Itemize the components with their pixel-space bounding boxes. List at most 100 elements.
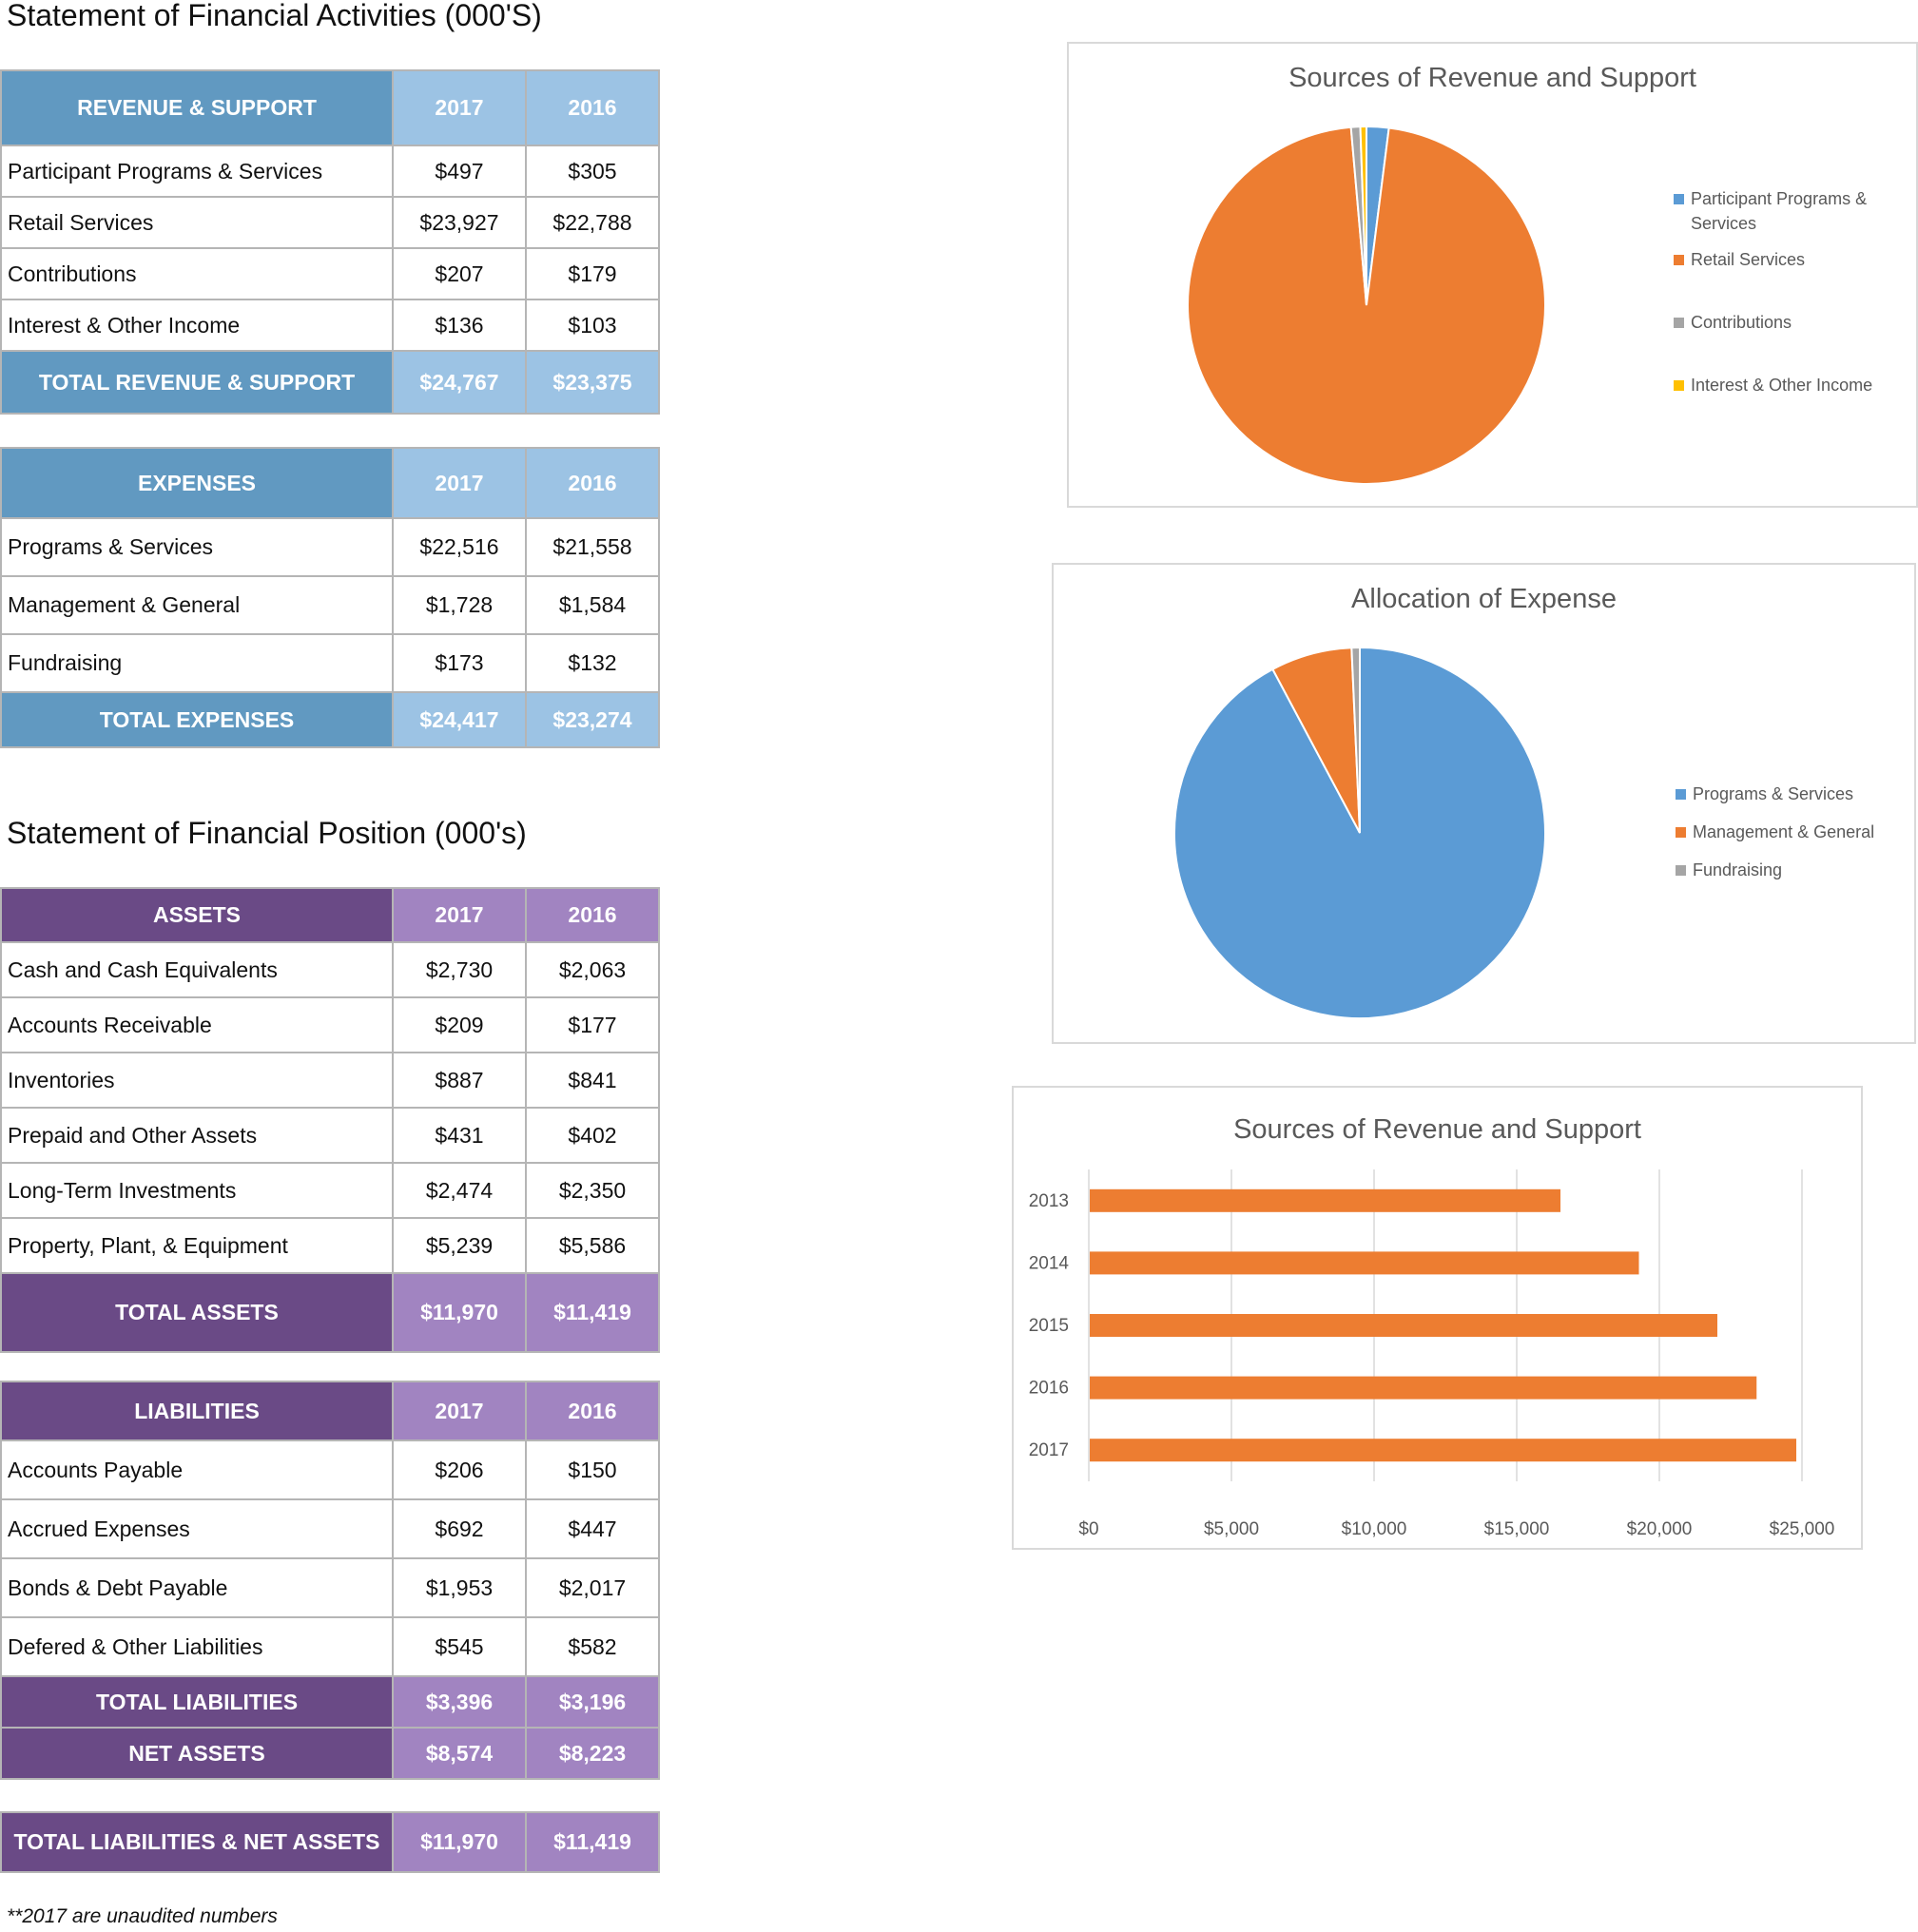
table-row: Fundraising $173 $132	[0, 633, 660, 693]
value-2017: $136	[392, 299, 527, 352]
header-2016: 2016	[525, 887, 660, 943]
total-row: TOTAL ASSETS $11,970 $11,419	[0, 1272, 660, 1353]
value-2016: $103	[525, 299, 660, 352]
value-2016: $179	[525, 247, 660, 300]
total-2017: $3,396	[392, 1675, 527, 1729]
header-label: ASSETS	[0, 887, 394, 943]
value-2016: $2,017	[525, 1557, 660, 1618]
table-row: Retail Services $23,927 $22,788	[0, 196, 660, 249]
value-2017: $23,927	[392, 196, 527, 249]
value-2017: $692	[392, 1498, 527, 1559]
assets-table: ASSETS 2017 2016 Cash and Cash Equivalen…	[0, 887, 660, 1353]
net-assets-row: NET ASSETS $8,574 $8,223	[0, 1727, 660, 1780]
expenses-table: EXPENSES 2017 2016 Programs & Services $…	[0, 447, 660, 748]
value-2017: $431	[392, 1107, 527, 1164]
total-2016: $23,274	[525, 691, 660, 748]
legend-item: Interest & Other Income	[1674, 373, 1902, 397]
row-label: Fundraising	[0, 633, 394, 693]
value-2017: $887	[392, 1052, 527, 1109]
value-2017: $497	[392, 145, 527, 198]
table-row: Programs & Services $22,516 $21,558	[0, 517, 660, 577]
expense-pie-svg	[1173, 646, 1546, 1019]
value-2016: $1,584	[525, 575, 660, 635]
bar	[1090, 1439, 1797, 1462]
table-row: Management & General $1,728 $1,584	[0, 575, 660, 635]
total-2017: $11,970	[392, 1811, 527, 1873]
value-2017: $209	[392, 996, 527, 1053]
table-row: Cash and Cash Equivalents $2,730 $2,063	[0, 941, 660, 998]
value-2016: $447	[525, 1498, 660, 1559]
legend-item: Programs & Services	[1676, 782, 1904, 806]
grand-total-table: TOTAL LIABILITIES & NET ASSETS $11,970 $…	[0, 1811, 660, 1873]
revenue-bar-svg: $0 $5,000 $10,000 $15,000 $20,000 $25,000 2013…	[1029, 1169, 1834, 1539]
revenue-pie-chart: Sources of Revenue and Support Participa…	[1067, 42, 1918, 508]
x-tick-label: $5,000	[1204, 1519, 1259, 1539]
legend-label: Management & General	[1693, 822, 1875, 841]
y-category-label: 2013	[1029, 1191, 1069, 1211]
value-2016: $177	[525, 996, 660, 1053]
table-row: Accounts Payable $206 $150	[0, 1439, 660, 1500]
total-row: TOTAL REVENUE & SUPPORT $24,767 $23,375	[0, 350, 660, 415]
total-2017: $24,767	[392, 350, 527, 415]
total-row: TOTAL LIABILITIES & NET ASSETS $11,970 $…	[0, 1811, 660, 1873]
total-2017: $11,970	[392, 1272, 527, 1353]
total-2016: $11,419	[525, 1272, 660, 1353]
row-label: Accounts Payable	[0, 1439, 394, 1500]
legend-swatch	[1674, 318, 1684, 328]
value-2016: $305	[525, 145, 660, 198]
table-row: Interest & Other Income $136 $103	[0, 299, 660, 352]
value-2017: $206	[392, 1439, 527, 1500]
table-header-row: REVENUE & SUPPORT 2017 2016	[0, 69, 660, 146]
value-2016: $582	[525, 1616, 660, 1677]
table-row: Long-Term Investments $2,474 $2,350	[0, 1162, 660, 1219]
y-category-label: 2015	[1029, 1316, 1069, 1336]
position-title: Statement of Financial Position (000's)	[7, 816, 527, 850]
value-2016: $132	[525, 633, 660, 693]
header-label: REVENUE & SUPPORT	[0, 69, 394, 146]
row-label: Property, Plant, & Equipment	[0, 1217, 394, 1274]
header-label: EXPENSES	[0, 447, 394, 519]
total-row: TOTAL EXPENSES $24,417 $23,274	[0, 691, 660, 748]
total-label: TOTAL EXPENSES	[0, 691, 394, 748]
chart-title: Allocation of Expense	[1351, 584, 1617, 614]
row-label: Retail Services	[0, 196, 394, 249]
expense-pie-chart: Allocation of Expense Programs & Service…	[1052, 563, 1916, 1044]
value-2017: $2,730	[392, 941, 527, 998]
value-2016: $2,350	[525, 1162, 660, 1219]
y-category-label: 2017	[1029, 1440, 1069, 1460]
table-row: Participant Programs & Services $497 $30…	[0, 145, 660, 198]
header-2017: 2017	[392, 1381, 527, 1441]
table-row: Defered & Other Liabilities $545 $582	[0, 1616, 660, 1677]
total-2016: $23,375	[525, 350, 660, 415]
row-label: Interest & Other Income	[0, 299, 394, 352]
value-2016: $5,586	[525, 1217, 660, 1274]
legend-item: Management & General	[1676, 820, 1904, 844]
total-label: TOTAL ASSETS	[0, 1272, 394, 1353]
revenue-bar-chart: Sources of Revenue and Support $0 $5,000 $…	[1012, 1086, 1863, 1550]
legend-item: Participant Programs & Services	[1674, 186, 1902, 236]
value-2017: $207	[392, 247, 527, 300]
header-2017: 2017	[392, 447, 527, 519]
net-assets-label: NET ASSETS	[0, 1727, 394, 1780]
value-2016: $150	[525, 1439, 660, 1500]
legend-swatch	[1674, 255, 1684, 265]
value-2017: $545	[392, 1616, 527, 1677]
value-2016: $2,063	[525, 941, 660, 998]
table-row: Contributions $207 $179	[0, 247, 660, 300]
table-row: Property, Plant, & Equipment $5,239 $5,5…	[0, 1217, 660, 1274]
legend-item: Retail Services	[1674, 247, 1902, 272]
legend-label: Contributions	[1691, 313, 1792, 332]
expense-legend: Programs & Services Management & General…	[1676, 782, 1904, 882]
x-tick-label: $10,000	[1342, 1519, 1407, 1539]
revenue-table: REVENUE & SUPPORT 2017 2016 Participant …	[0, 69, 660, 415]
total-label: TOTAL LIABILITIES	[0, 1675, 394, 1729]
legend-label: Programs & Services	[1693, 784, 1854, 803]
footnote: **2017 are unaudited numbers	[7, 1905, 278, 1927]
legend-swatch	[1676, 789, 1686, 800]
value-2017: $173	[392, 633, 527, 693]
row-label: Cash and Cash Equivalents	[0, 941, 394, 998]
x-tick-label: $20,000	[1627, 1519, 1693, 1539]
value-2017: $5,239	[392, 1217, 527, 1274]
bar	[1090, 1314, 1717, 1337]
header-2016: 2016	[525, 69, 660, 146]
